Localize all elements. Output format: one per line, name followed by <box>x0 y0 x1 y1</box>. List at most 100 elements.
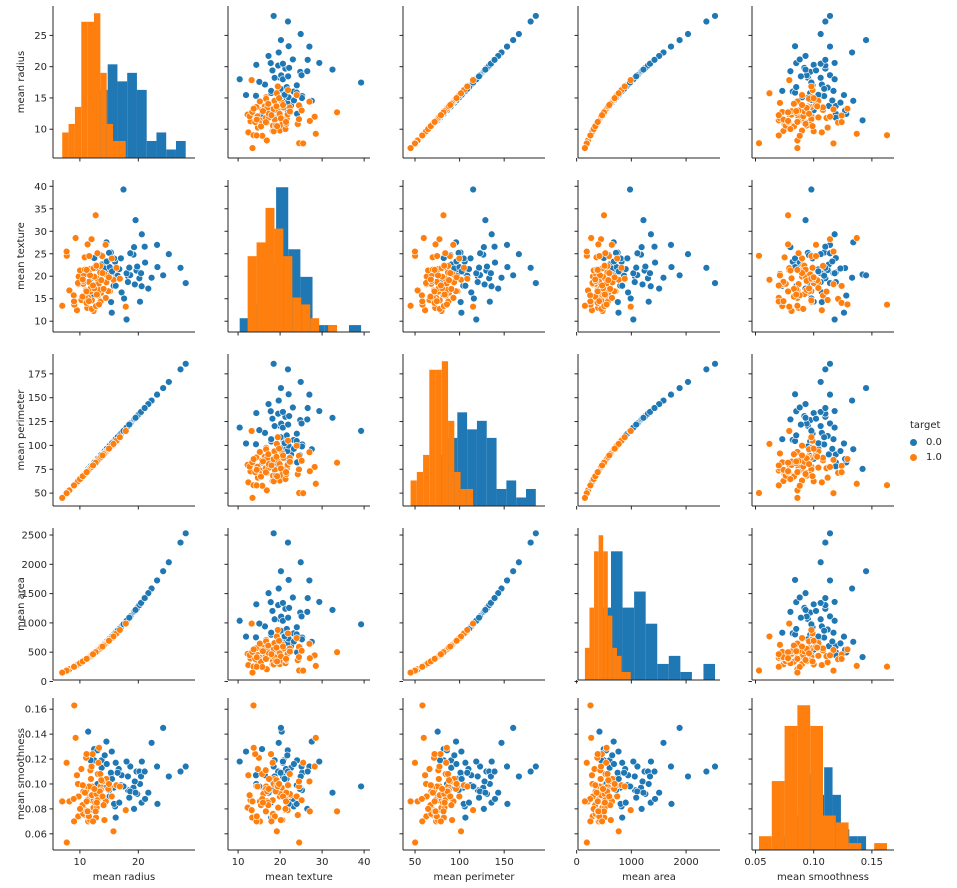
legend-marker-0 <box>910 439 917 446</box>
scatter-point-1.0 <box>775 111 783 119</box>
scatter-point-1.0 <box>81 788 89 797</box>
y-tick-label: 125 <box>28 417 47 428</box>
scatter-point-0.0 <box>487 282 496 290</box>
scatter-point-1.0 <box>406 668 415 677</box>
scatter-point-0.0 <box>473 772 482 781</box>
scatter-point-0.0 <box>450 751 459 760</box>
scatter-point-1.0 <box>602 300 611 309</box>
scatter-point-0.0 <box>268 414 277 423</box>
scatter-point-0.0 <box>532 12 540 20</box>
scatter-point-1.0 <box>829 139 838 148</box>
scatter-point-1.0 <box>272 102 281 111</box>
scatter-point-1.0 <box>843 105 852 113</box>
scatter-point-0.0 <box>297 419 306 428</box>
scatter-point-0.0 <box>461 759 470 767</box>
scatter-point-0.0 <box>702 767 711 776</box>
scatter-point-0.0 <box>297 30 305 38</box>
histogram-bar-0.0 <box>107 64 118 158</box>
scatter-point-0.0 <box>279 757 287 766</box>
scatter-point-1.0 <box>70 291 78 300</box>
scatter-point-1.0 <box>279 451 287 460</box>
scatter-point-0.0 <box>115 798 123 807</box>
scatter-point-0.0 <box>532 529 540 538</box>
scatter-point-1.0 <box>253 812 261 821</box>
scatter-point-1.0 <box>593 287 602 296</box>
scatter-point-0.0 <box>618 813 626 822</box>
scatter-point-1.0 <box>272 643 281 652</box>
x-axis-label: mean smoothness <box>777 872 869 883</box>
scatter-point-1.0 <box>70 795 78 803</box>
scatter-point-0.0 <box>639 414 648 422</box>
scatter-point-0.0 <box>791 42 799 50</box>
scatter-point-1.0 <box>99 285 108 293</box>
scatter-point-1.0 <box>418 297 426 306</box>
histogram-bar-0.0 <box>136 89 147 158</box>
histogram-bar-1.0 <box>823 815 836 850</box>
scatter-point-1.0 <box>598 817 606 826</box>
histogram-bar-1.0 <box>598 535 604 680</box>
scatter-point-0.0 <box>140 242 149 251</box>
scatter-point-1.0 <box>829 489 838 497</box>
scatter-point-0.0 <box>107 298 115 306</box>
scatter-point-0.0 <box>796 55 804 64</box>
scatter-point-0.0 <box>165 558 173 566</box>
scatter-point-1.0 <box>440 798 449 807</box>
scatter-point-0.0 <box>131 414 140 422</box>
histogram-bar-0.0 <box>156 132 167 158</box>
scatter-point-1.0 <box>116 782 124 791</box>
y-tick-label: 2500 <box>22 531 47 542</box>
scatter-point-0.0 <box>778 87 786 95</box>
scatter-point-0.0 <box>801 52 810 60</box>
scatter-point-1.0 <box>807 626 816 634</box>
scatter-point-0.0 <box>103 760 111 768</box>
scatter-point-0.0 <box>255 426 263 434</box>
scatter-point-0.0 <box>816 378 825 386</box>
scatter-point-0.0 <box>797 613 805 622</box>
scatter-point-0.0 <box>165 378 173 386</box>
scatter-point-1.0 <box>829 666 838 675</box>
scatter-point-1.0 <box>617 264 626 272</box>
scatter-point-0.0 <box>461 813 470 822</box>
scatter-point-0.0 <box>486 297 494 306</box>
scatter-point-0.0 <box>279 60 287 68</box>
scatter-point-0.0 <box>269 12 278 20</box>
scatter-point-1.0 <box>586 297 595 306</box>
scatter-point-1.0 <box>418 663 426 671</box>
scatter-point-0.0 <box>801 65 810 74</box>
scatter-point-0.0 <box>117 254 125 263</box>
x-tick-label: 1000 <box>619 857 644 868</box>
scatter-point-0.0 <box>792 431 800 440</box>
scatter-point-1.0 <box>441 249 449 257</box>
scatter-point-0.0 <box>629 315 638 324</box>
scatter-point-0.0 <box>503 762 511 771</box>
scatter-point-1.0 <box>333 807 341 816</box>
scatter-point-0.0 <box>270 74 279 82</box>
y-axis-label: mean texture <box>16 222 27 290</box>
scatter-point-1.0 <box>602 744 611 752</box>
scatter-point-0.0 <box>141 795 149 803</box>
histogram-bar-1.0 <box>848 843 862 850</box>
scatter-point-0.0 <box>647 282 655 290</box>
scatter-point-0.0 <box>284 72 292 81</box>
scatter-point-0.0 <box>503 576 511 585</box>
histogram-bar-1.0 <box>460 488 467 506</box>
histogram-bar-0.0 <box>506 480 517 506</box>
scatter-point-0.0 <box>328 788 337 797</box>
scatter-point-0.0 <box>252 633 260 642</box>
scatter-point-1.0 <box>101 241 110 249</box>
scatter-point-0.0 <box>797 72 805 81</box>
scatter-point-1.0 <box>794 249 803 257</box>
scatter-point-1.0 <box>463 274 471 283</box>
scatter-point-1.0 <box>784 117 792 125</box>
scatter-point-1.0 <box>755 139 763 147</box>
scatter-point-1.0 <box>608 294 616 302</box>
scatter-point-1.0 <box>829 456 838 464</box>
scatter-point-0.0 <box>176 538 185 547</box>
scatter-point-1.0 <box>89 461 97 470</box>
scatter-point-0.0 <box>637 243 646 251</box>
scatter-point-0.0 <box>125 613 133 622</box>
scatter-point-0.0 <box>515 558 523 566</box>
scatter-point-1.0 <box>822 287 831 296</box>
scatter-point-0.0 <box>475 613 483 622</box>
scatter-point-0.0 <box>848 48 856 57</box>
